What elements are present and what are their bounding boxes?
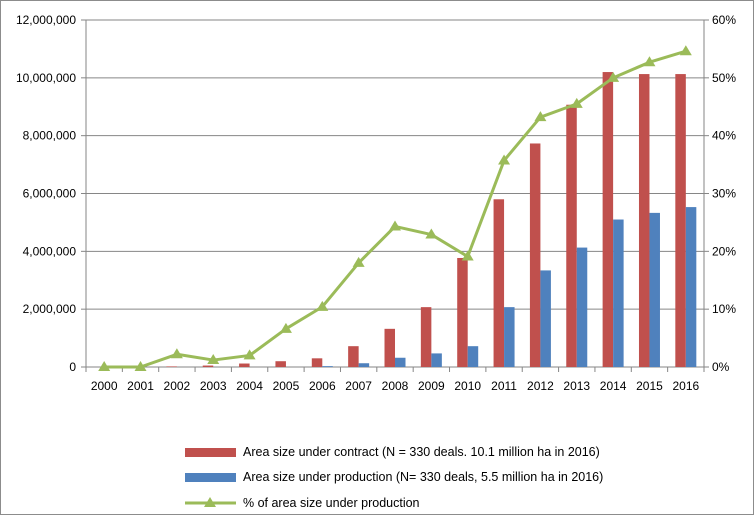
line-point-marker (498, 154, 511, 165)
x-axis-tick-label: 2012 (527, 379, 554, 393)
bar-contract (166, 366, 177, 367)
right-axis-tick-label: 0% (712, 360, 730, 374)
x-axis-tick-label: 2004 (236, 379, 263, 393)
line-point-marker (279, 322, 292, 333)
bar-contract (566, 104, 577, 367)
legend-marker (204, 497, 216, 507)
x-axis-tick-label: 2009 (418, 379, 445, 393)
bar-production (613, 219, 624, 367)
left-axis-tick-label: 6,000,000 (23, 187, 77, 201)
x-axis-tick-label: 2010 (454, 379, 481, 393)
x-axis-tick-label: 2016 (672, 379, 699, 393)
line-point-marker (316, 300, 329, 311)
bar-contract (202, 365, 214, 367)
x-axis-tick-label: 2000 (91, 379, 118, 393)
right-axis-tick-label: 40% (712, 129, 736, 143)
legend-label: % of area size under production (243, 496, 420, 510)
right-axis-tick-label: 10% (712, 302, 736, 316)
line-point-marker (607, 71, 620, 82)
x-axis-tick-label: 2007 (345, 379, 372, 393)
line-point-marker (389, 220, 401, 231)
right-axis-tick-label: 60% (712, 13, 736, 27)
bar-contract (311, 358, 323, 367)
bar-production (540, 270, 551, 367)
bar-production (504, 307, 515, 367)
line-point-marker (207, 354, 220, 365)
bar-contract (602, 72, 614, 368)
right-axis-tick-label: 20% (712, 244, 736, 258)
x-axis-tick-label: 2013 (563, 379, 590, 393)
bar-production (395, 357, 406, 367)
line-point-marker (243, 349, 256, 360)
bar-production (467, 346, 479, 367)
x-axis-tick-label: 2002 (164, 379, 191, 393)
line-point-marker (534, 111, 547, 122)
bar-contract (457, 257, 468, 367)
x-axis-tick-label: 2001 (127, 379, 154, 393)
legend-label: Area size under production (N= 330 deals… (243, 470, 603, 484)
bar-contract (529, 143, 541, 367)
bar-production (649, 212, 660, 367)
bar-contract (348, 346, 359, 367)
bar-production (576, 247, 588, 367)
line-point-marker (425, 228, 438, 239)
line-point-marker (679, 45, 692, 56)
left-axis-tick-label: 2,000,000 (23, 302, 77, 316)
bar-production (322, 366, 333, 367)
bar-production (431, 353, 442, 367)
x-axis-tick-label: 2011 (491, 379, 517, 393)
bar-contract (675, 74, 686, 368)
left-axis-tick-label: 10,000,000 (16, 71, 76, 85)
right-axis-tick-label: 50% (712, 71, 736, 85)
bar-contract (420, 307, 432, 367)
legend-label: Area size under contract (N = 330 deals.… (243, 445, 600, 459)
left-axis-tick-label: 4,000,000 (23, 244, 77, 258)
left-axis-tick-label: 0 (69, 360, 76, 374)
bar-contract (493, 199, 505, 367)
x-axis-tick-label: 2006 (309, 379, 336, 393)
legend-swatch (185, 473, 236, 482)
left-axis-tick-label: 12,000,000 (16, 13, 76, 27)
bar-contract (275, 361, 286, 367)
bar-contract (638, 74, 650, 368)
line-point-marker (352, 256, 365, 267)
x-axis-tick-label: 2003 (200, 379, 227, 393)
bar-contract (384, 328, 395, 367)
line-point-marker (643, 56, 656, 67)
line-point-marker (570, 97, 583, 108)
bar-contract (239, 363, 250, 367)
right-axis-tick-label: 30% (712, 187, 736, 201)
line-percent-production (104, 49, 687, 369)
bar-production (685, 207, 697, 367)
x-axis-tick-label: 2005 (273, 379, 300, 393)
left-axis-tick-label: 8,000,000 (23, 129, 77, 143)
line-point-marker (134, 361, 147, 371)
x-axis-tick-label: 2008 (382, 379, 409, 393)
legend-swatch (185, 448, 236, 457)
line-point-marker (461, 250, 474, 261)
bar-production (358, 363, 370, 367)
line-point-marker (170, 348, 183, 359)
line-point-marker (98, 361, 111, 371)
x-axis-tick-label: 2015 (636, 379, 663, 393)
x-axis-tick-label: 2014 (600, 379, 627, 393)
